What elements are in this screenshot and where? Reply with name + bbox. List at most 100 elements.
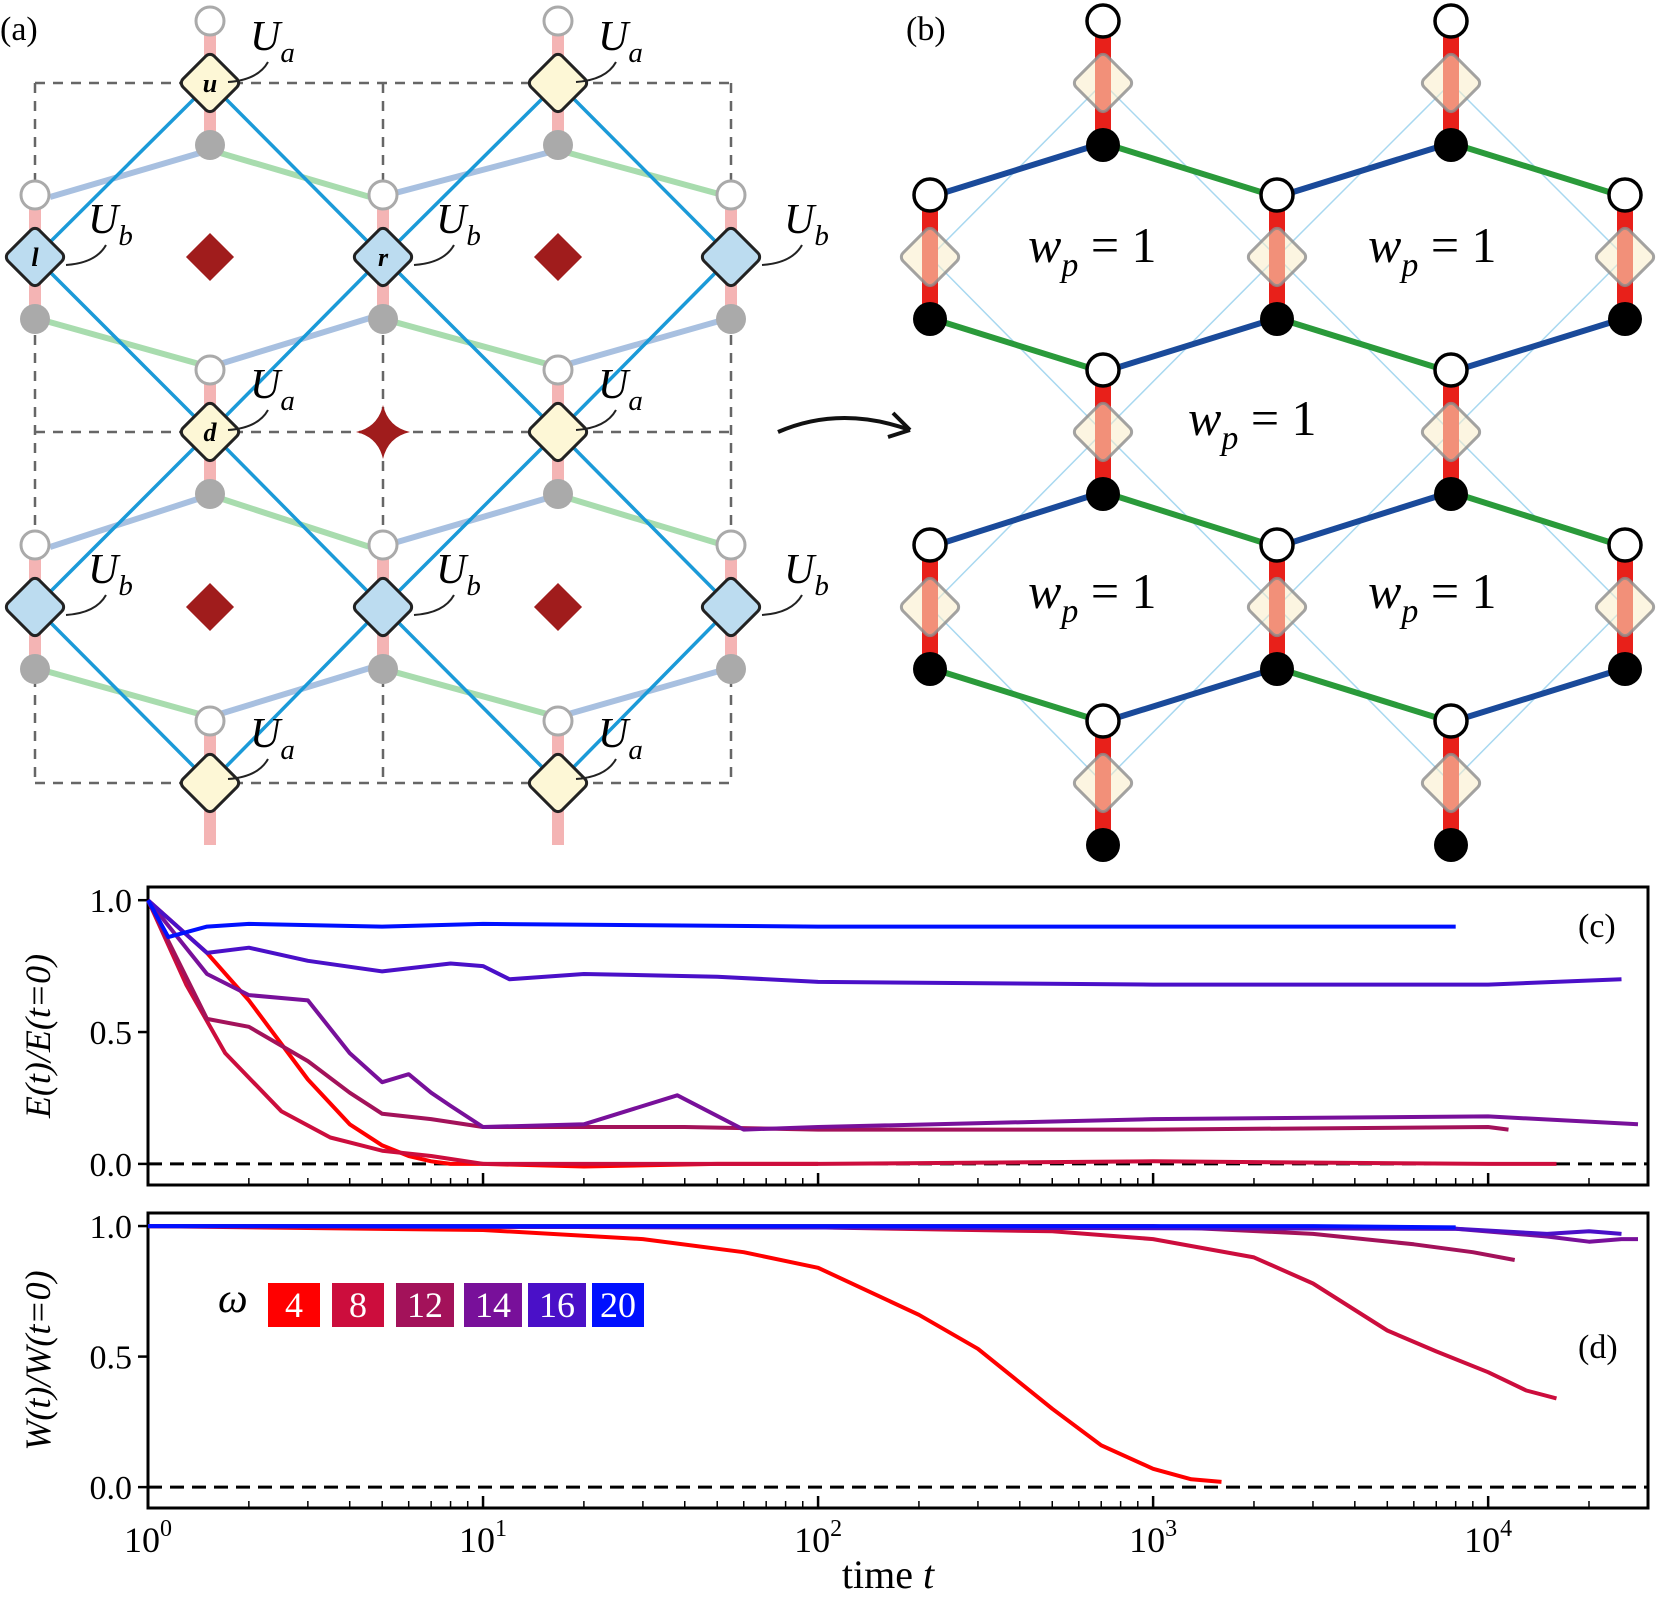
empty-site	[1259, 177, 1295, 213]
plaquette-marker	[185, 232, 235, 282]
x-axis-label: time t	[842, 1552, 935, 1597]
empty-site	[542, 354, 574, 386]
panel-b-honeycomb: wp = 1 wp = 1 wp = 1 wp = 1 wp = 1	[899, 3, 1656, 862]
plaquette-marker	[185, 582, 235, 632]
ghost-site	[1246, 226, 1308, 288]
pale-bond	[209, 315, 371, 370]
empty-site	[19, 179, 51, 211]
plaquette-marker	[533, 582, 583, 632]
panel-c-energy-chart: 0.0 0.5 1.0 E(t)/E(t=0) (c)	[18, 883, 1650, 1187]
ghost-site	[899, 576, 961, 638]
transform-arrow	[777, 411, 912, 439]
y-tick-label: 0.5	[90, 1015, 133, 1052]
legend-symbol: ω	[218, 1276, 248, 1322]
filled-site	[1434, 477, 1468, 511]
legend-label-12: 12	[407, 1285, 443, 1325]
ghost-site	[1420, 401, 1482, 463]
series-line-omega-4	[146, 898, 819, 1169]
x-tick-label: 100	[124, 1516, 172, 1560]
series-line-omega-8	[147, 1224, 1558, 1401]
Ub-pointer	[65, 244, 107, 266]
empty-site	[1607, 177, 1643, 213]
site-d-letter: d	[204, 418, 218, 447]
empty-site	[912, 177, 948, 213]
site-d	[179, 401, 241, 463]
filled-site	[20, 304, 50, 334]
plaquette-label: wp = 1	[1188, 390, 1317, 457]
y-tick-label: 0.5	[90, 1340, 133, 1377]
Ub-pointer	[761, 594, 803, 616]
Ua-label: Ua	[598, 362, 643, 417]
hopping-bond	[556, 81, 733, 259]
Ua-pointer	[227, 409, 269, 431]
plot-frame	[146, 885, 1650, 1187]
Ua-label: Ua	[250, 711, 295, 766]
honeycomb-bond	[929, 140, 1104, 200]
site-l	[700, 226, 762, 288]
panel-a-lattice: u d l r Ua Ua Ua Ua Ua Ua Ub Ub Ub Ub Ub Ub	[4, 5, 829, 845]
legend-swatch-12	[396, 1283, 454, 1327]
hopping-bond	[208, 81, 385, 259]
plaquette-label: wp = 1	[1028, 563, 1157, 630]
empty-site	[1433, 3, 1469, 39]
empty-site	[1433, 352, 1469, 388]
pale-bond	[34, 665, 211, 720]
Ua-pointer	[227, 61, 269, 83]
honeycomb-bond	[1102, 315, 1278, 375]
honeycomb-bond	[1276, 140, 1452, 200]
omega-legend: ω 4 8 12 14 16 20	[218, 1276, 644, 1327]
Ub-label: Ub	[88, 547, 133, 602]
y-axis-label: E(t)/E(t=0)	[18, 954, 58, 1119]
series-line-omega-20	[148, 1224, 1456, 1230]
hopping-bond	[33, 605, 212, 785]
honeycomb-bond	[929, 665, 1104, 725]
Ua-label: Ua	[250, 362, 295, 417]
plaquette-label: wp = 1	[1028, 217, 1157, 284]
site-l	[352, 576, 414, 638]
empty-site	[715, 179, 747, 211]
empty-site	[1433, 703, 1469, 739]
filled-site	[716, 304, 746, 334]
legend-swatch-20	[592, 1283, 644, 1327]
legend-label-14: 14	[475, 1285, 511, 1325]
hopping-bond	[33, 430, 212, 609]
hopping-bond	[556, 255, 733, 434]
y-axis-label: W(t)/W(t=0)	[18, 1270, 58, 1450]
series-line-omega-20	[146, 899, 1456, 940]
honeycomb-bond	[1450, 315, 1626, 375]
panel-tag: (d)	[1578, 1329, 1618, 1366]
empty-site	[542, 705, 574, 737]
site-r-letter: r	[378, 243, 389, 272]
filled-site	[716, 654, 746, 684]
ghost-site	[1594, 226, 1656, 288]
legend-swatch-16	[528, 1283, 586, 1327]
series-line-omega-14	[146, 898, 1639, 1132]
filled-site	[543, 479, 573, 509]
honeycomb-bond	[1102, 665, 1278, 725]
Ua-pointer	[575, 61, 617, 83]
site-r	[352, 226, 414, 288]
empty-site	[1607, 527, 1643, 563]
series-line-omega-12	[146, 899, 1509, 1132]
pale-bond	[557, 665, 731, 720]
site-l	[4, 576, 66, 638]
legend-label-4: 4	[285, 1285, 303, 1325]
hopping-bond	[381, 605, 560, 785]
filled-site	[1260, 302, 1294, 336]
filled-site	[195, 130, 225, 160]
ghost-site	[1594, 576, 1656, 638]
hopping-bond	[33, 81, 212, 259]
Ub-label: Ub	[784, 547, 829, 602]
site-l	[700, 576, 762, 638]
honeycomb-bond	[1102, 140, 1278, 200]
panel-tag: (c)	[1578, 908, 1616, 945]
ghost-site	[1420, 52, 1482, 114]
honeycomb-bond	[1102, 489, 1278, 550]
filled-site	[913, 302, 947, 336]
filled-site	[1086, 128, 1120, 162]
pale-bond	[49, 492, 211, 550]
empty-site	[19, 529, 51, 561]
empty-site	[1259, 527, 1295, 563]
